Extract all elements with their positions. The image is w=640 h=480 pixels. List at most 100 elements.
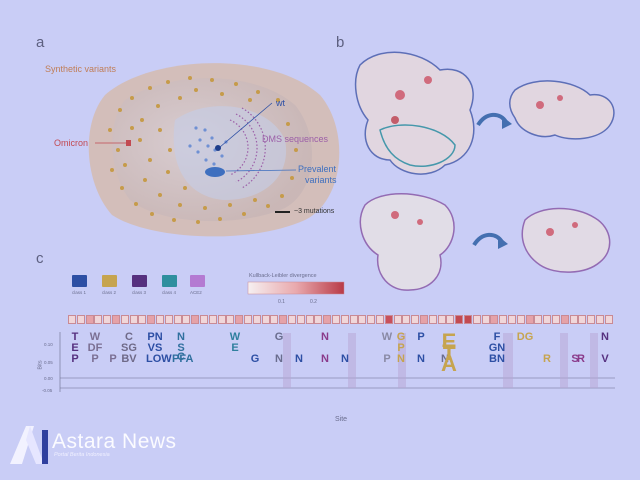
logo-letters: W bbox=[89, 331, 101, 343]
prevalent-cluster bbox=[205, 167, 225, 177]
ace2-legend: ACE2 bbox=[190, 275, 212, 295]
logo-letters: N bbox=[397, 353, 405, 365]
site-kl-cell bbox=[279, 315, 288, 324]
logo-letters: G bbox=[396, 331, 406, 343]
logo-letters: P bbox=[397, 342, 405, 354]
logo-letters: N bbox=[177, 331, 185, 343]
class-1-label: class 1 bbox=[72, 290, 87, 295]
logo-letters: F bbox=[493, 331, 501, 343]
site-kl-cell bbox=[340, 315, 349, 324]
site-kl-cell bbox=[604, 315, 613, 324]
logo-letters bbox=[246, 333, 264, 344]
logo-column: N bbox=[336, 333, 354, 366]
site-kl-cell bbox=[103, 315, 112, 324]
logo-letters bbox=[226, 355, 244, 366]
site-kl-cell bbox=[332, 315, 340, 324]
site-kl-cell bbox=[261, 315, 270, 324]
logo-letters: N bbox=[601, 331, 609, 343]
logo-column: R bbox=[572, 333, 590, 366]
class-2-label: class 2 bbox=[102, 290, 117, 295]
site-kl-cell bbox=[173, 315, 182, 324]
astara-logo bbox=[10, 426, 48, 464]
class-2-swatch bbox=[102, 275, 117, 287]
logo-column: C SG BV bbox=[120, 332, 138, 366]
logo-letters bbox=[336, 333, 354, 344]
logo-letters bbox=[290, 333, 308, 344]
site-kl-cell bbox=[252, 315, 261, 324]
logo-letters: P bbox=[417, 331, 425, 343]
logo-column: W DF P bbox=[86, 331, 104, 366]
logo-letters: P bbox=[109, 353, 117, 365]
site-kl-cell bbox=[147, 315, 156, 324]
site-kl-cell bbox=[270, 315, 279, 324]
logo-column: P bbox=[104, 333, 122, 366]
variants-label: variants bbox=[305, 175, 337, 185]
site-kl-cell bbox=[208, 315, 217, 324]
site-kl-cell bbox=[296, 315, 305, 324]
ace2-swatch bbox=[190, 275, 205, 287]
logo-letters: PFA bbox=[172, 353, 194, 365]
kl-title: Kullback-Leibler divergence bbox=[249, 273, 317, 279]
site-kl-cell bbox=[314, 315, 323, 324]
synthetic-label: Synthetic variants bbox=[45, 64, 117, 74]
kl-tick-1: 0.1 bbox=[278, 299, 285, 305]
site-kl-cell bbox=[94, 315, 103, 324]
y-tick-0: 0.10 bbox=[44, 342, 53, 347]
logo-letters: N bbox=[321, 331, 329, 343]
site-kl-cell bbox=[120, 315, 129, 324]
class-1-legend: class 1 bbox=[72, 275, 94, 295]
site-kl-cell bbox=[516, 315, 525, 324]
site-kl-cell bbox=[164, 315, 173, 324]
logo-letters: W bbox=[381, 331, 393, 343]
site-kl-cell bbox=[305, 315, 314, 324]
omicron-label: Omicron bbox=[54, 138, 89, 148]
site-kl-cell bbox=[481, 315, 490, 324]
logo-column: PN VS LOW bbox=[146, 331, 172, 366]
class-3-swatch bbox=[132, 275, 147, 287]
site-kl-cell bbox=[68, 315, 76, 324]
site-kl-cell bbox=[85, 315, 94, 324]
brand-tagline: Portal Berita Indonesia bbox=[54, 452, 110, 458]
logo-column: N bbox=[436, 333, 454, 366]
site-kl-cell bbox=[490, 315, 499, 324]
class-3-legend: class 3 bbox=[132, 275, 154, 295]
protein-structures bbox=[354, 51, 615, 291]
logo-letters: PN bbox=[147, 331, 163, 343]
site-kl-cell bbox=[464, 315, 472, 324]
site-kl-cell bbox=[543, 315, 552, 324]
logo-column: F GN BN bbox=[488, 331, 506, 366]
ace2-label: ACE2 bbox=[190, 290, 202, 295]
logo-letters: BN bbox=[489, 353, 505, 365]
site-kl-cell bbox=[420, 315, 428, 324]
logo-letters: GN bbox=[488, 342, 506, 354]
site-kl-cell bbox=[472, 315, 481, 324]
logo-letters bbox=[516, 355, 534, 366]
panel-a-tag: a bbox=[36, 34, 45, 51]
site-kl-cell bbox=[384, 315, 393, 324]
site-kl-cell bbox=[499, 315, 508, 324]
logo-column: S bbox=[566, 333, 584, 366]
site-kl-cell bbox=[226, 315, 235, 324]
logo-letters: E bbox=[231, 342, 239, 354]
logo-letters: DF bbox=[87, 342, 103, 354]
site-kl-cell bbox=[428, 315, 437, 324]
logo-letters: P bbox=[383, 353, 391, 365]
logo-column: N bbox=[290, 333, 308, 366]
site-kl-cell bbox=[138, 315, 147, 324]
class-4-legend: class 4 bbox=[162, 275, 184, 295]
logo-letters: P bbox=[71, 353, 79, 365]
site-kl-cell bbox=[323, 315, 332, 324]
logo-letters: G bbox=[250, 353, 260, 365]
site-kl-cell bbox=[437, 315, 446, 324]
site-kl-cell bbox=[446, 315, 455, 324]
site-kl-cell bbox=[508, 315, 516, 324]
arrow-icon bbox=[472, 232, 504, 247]
